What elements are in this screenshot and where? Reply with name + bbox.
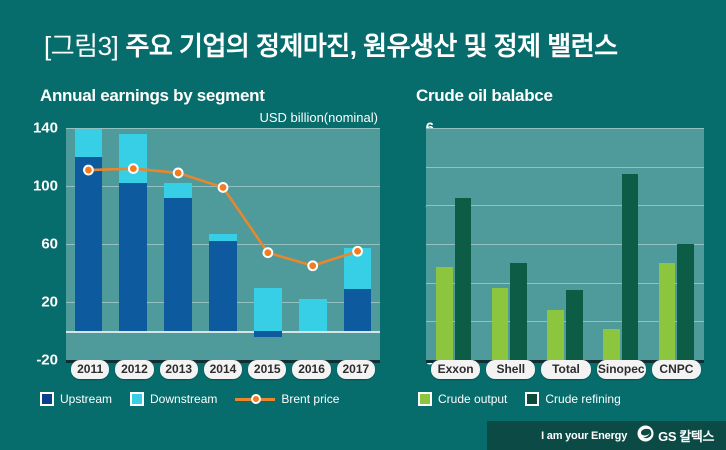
legend-label: Brent price	[281, 392, 340, 406]
y-tick-label: 100	[32, 177, 58, 195]
bar-crude-output	[491, 288, 509, 360]
footer-brand-bar: I am your Energy GS 칼텍스	[487, 421, 726, 450]
bar-crude-output	[436, 267, 453, 360]
gridline	[66, 128, 380, 129]
x-axis-pill[interactable]: Exxon	[431, 360, 481, 379]
y-tick-label: 20	[41, 293, 58, 311]
right-plot-area	[426, 128, 704, 360]
legend-item: Downstream	[130, 392, 217, 406]
legend-line-marker-icon	[235, 392, 276, 406]
left-plot-area	[66, 128, 380, 360]
footer-slogan: I am your Energy	[541, 429, 628, 442]
x-axis-pill[interactable]: 2016	[292, 360, 331, 379]
gs-swoosh-icon	[637, 425, 654, 447]
gs-caltex-logo: GS 칼텍스	[637, 425, 714, 447]
gridline	[426, 282, 704, 284]
legend-item: Crude output	[418, 392, 507, 406]
figure-tag: [그림3]	[44, 31, 119, 61]
zero-line	[66, 331, 380, 333]
panel-annual-earnings: Annual earnings by segment USD billion(n…	[28, 84, 380, 406]
left-chart-unit-label: USD billion(nominal)	[259, 110, 379, 125]
bar-downstream	[74, 129, 103, 157]
gridline	[426, 128, 704, 129]
right-chart-legend: Crude output Crude refining	[418, 392, 639, 406]
crude-oil-balance-chart: 0123456	[404, 120, 704, 369]
legend-item: Brent price	[235, 392, 339, 406]
brent-price-line	[83, 163, 363, 272]
legend-swatch-icon	[418, 392, 432, 406]
bar-downstream	[209, 233, 237, 242]
bar-upstream	[253, 331, 282, 337]
y-tick-label: -20	[36, 351, 58, 369]
right-chart-title: Crude oil balabce	[416, 86, 553, 105]
bar-upstream	[209, 241, 237, 331]
left-chart-legend: Upstream Downstream Brent price	[40, 392, 357, 406]
bar-downstream	[119, 133, 148, 184]
bar-downstream	[298, 299, 327, 331]
x-axis-pill[interactable]: 2011	[71, 360, 110, 379]
legend-swatch-icon	[40, 392, 54, 406]
page-title: [그림3] 주요 기업의 정제마진, 원유생산 및 정제 밸런스	[44, 24, 704, 68]
bar-downstream	[253, 287, 282, 331]
bar-crude-refining	[454, 197, 472, 360]
right-x-axis-labels: Exxon Shell Total Sinopec CNPC	[428, 360, 704, 379]
brent-price-point	[172, 167, 184, 179]
bar-crude-refining	[566, 290, 583, 360]
bar-crude-output	[602, 329, 620, 360]
gridline	[426, 244, 704, 245]
legend-item: Crude refining	[525, 392, 621, 406]
legend-swatch-icon	[525, 392, 540, 406]
x-axis-pill[interactable]: Shell	[486, 360, 536, 379]
gridline	[426, 166, 704, 168]
x-axis-pill[interactable]: 2012	[115, 360, 154, 379]
panel-crude-oil-balance: Crude oil balabce 0123456 Exxon Shell Tota…	[404, 84, 704, 406]
bar-upstream	[74, 157, 103, 331]
x-axis-pill[interactable]: 2017	[336, 360, 375, 379]
y-tick-label: 60	[41, 235, 58, 253]
legend-label: Downstream	[150, 392, 218, 406]
legend-swatch-icon	[130, 392, 145, 406]
x-axis-pill[interactable]: CNPC	[651, 360, 702, 379]
bar-crude-refining	[621, 174, 639, 360]
x-axis-pill[interactable]: 2013	[159, 360, 198, 379]
y-tick-label: 140	[32, 119, 58, 137]
brent-price-point	[127, 163, 139, 174]
gridline	[426, 321, 704, 323]
gridline	[426, 205, 704, 207]
legend-label: Upstream	[60, 392, 113, 406]
left-chart-title: Annual earnings by segment	[40, 86, 265, 105]
legend-label: Crude refining	[545, 392, 621, 406]
bar-upstream	[119, 183, 148, 331]
bar-crude-refining	[510, 263, 528, 360]
brent-price-point	[307, 260, 319, 272]
bar-crude-output	[658, 263, 676, 360]
left-x-axis-labels: 2011 2012 2013 2014 2015 2016 2017	[68, 360, 378, 379]
gs-caltex-wordmark: GS 칼텍스	[658, 429, 714, 444]
x-axis-pill[interactable]: 2014	[203, 360, 243, 379]
x-axis-pill[interactable]: Sinopec	[596, 360, 646, 379]
x-axis-pill[interactable]: Total	[541, 360, 591, 379]
brent-price-point	[262, 247, 274, 259]
bar-upstream	[164, 197, 193, 331]
brent-price-point	[352, 245, 363, 257]
brent-price-point	[83, 164, 94, 176]
bar-crude-output	[547, 309, 564, 360]
legend-label: Crude output	[438, 392, 508, 406]
brent-price-point	[217, 182, 229, 193]
x-axis-pill[interactable]: 2015	[248, 360, 287, 379]
bar-downstream	[164, 183, 193, 198]
left-y-axis: -20 20 60 100 140	[28, 120, 62, 369]
page-title-text: 주요 기업의 정제마진, 원유생산 및 정제 밸런스	[125, 31, 618, 61]
bar-upstream	[343, 288, 372, 331]
annual-earnings-chart: -20 20 60 100 140	[28, 120, 380, 369]
bar-crude-refining	[677, 244, 694, 360]
legend-item: Upstream	[40, 392, 112, 406]
